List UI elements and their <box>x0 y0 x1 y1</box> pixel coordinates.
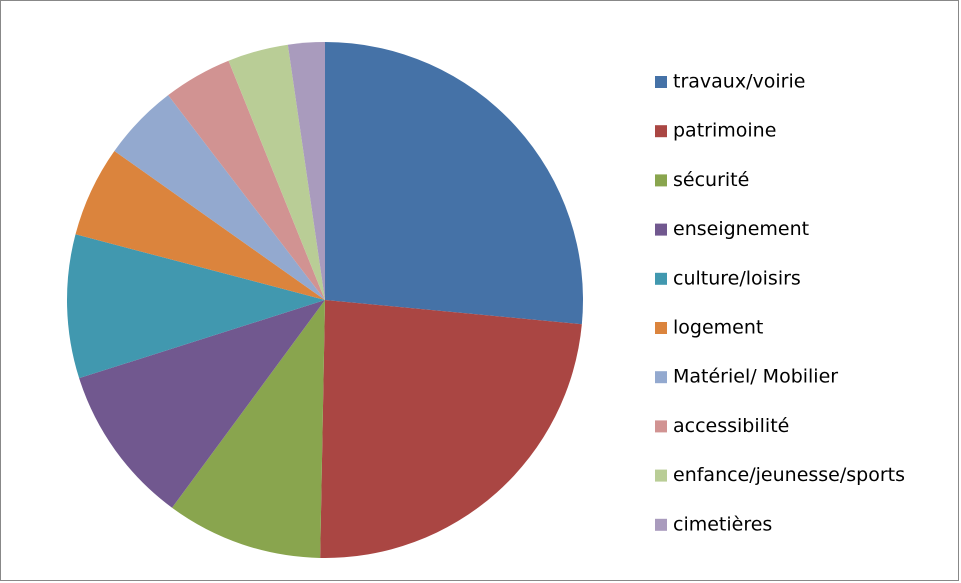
legend-label: cimetières <box>673 513 772 535</box>
pie-slice <box>66 234 325 379</box>
pie-slice <box>228 44 325 300</box>
pie-slice <box>172 300 325 558</box>
pie-slice <box>325 42 583 325</box>
pie-slice <box>114 95 325 300</box>
legend-label: enseignement <box>673 218 809 240</box>
legend-label: logement <box>673 317 763 339</box>
legend-swatch <box>655 469 667 482</box>
legend-swatch <box>655 420 667 433</box>
legend-label: enfance/jeunesse/sports <box>673 464 905 486</box>
pie-slice <box>79 300 325 508</box>
legend-label: accessibilité <box>673 415 789 437</box>
legend-swatch <box>655 174 667 187</box>
pie-slice <box>287 42 325 300</box>
legend-label: Matériel/ Mobilier <box>673 366 838 388</box>
legend-swatch <box>655 322 667 334</box>
legend-label: sécurité <box>673 169 749 191</box>
pie-slice <box>168 60 325 301</box>
legend-swatch <box>655 272 667 285</box>
pie-slice <box>75 150 326 300</box>
legend-swatch <box>655 223 667 236</box>
legend-label: patrimoine <box>673 120 776 142</box>
legend-swatch <box>655 518 667 531</box>
pie-slice <box>320 300 582 558</box>
legend-label: travaux/voirie <box>673 71 805 93</box>
legend-label: culture/loisirs <box>673 267 801 289</box>
legend-swatch <box>655 371 667 384</box>
legend-swatch <box>655 76 667 88</box>
legend-swatch <box>655 125 667 138</box>
